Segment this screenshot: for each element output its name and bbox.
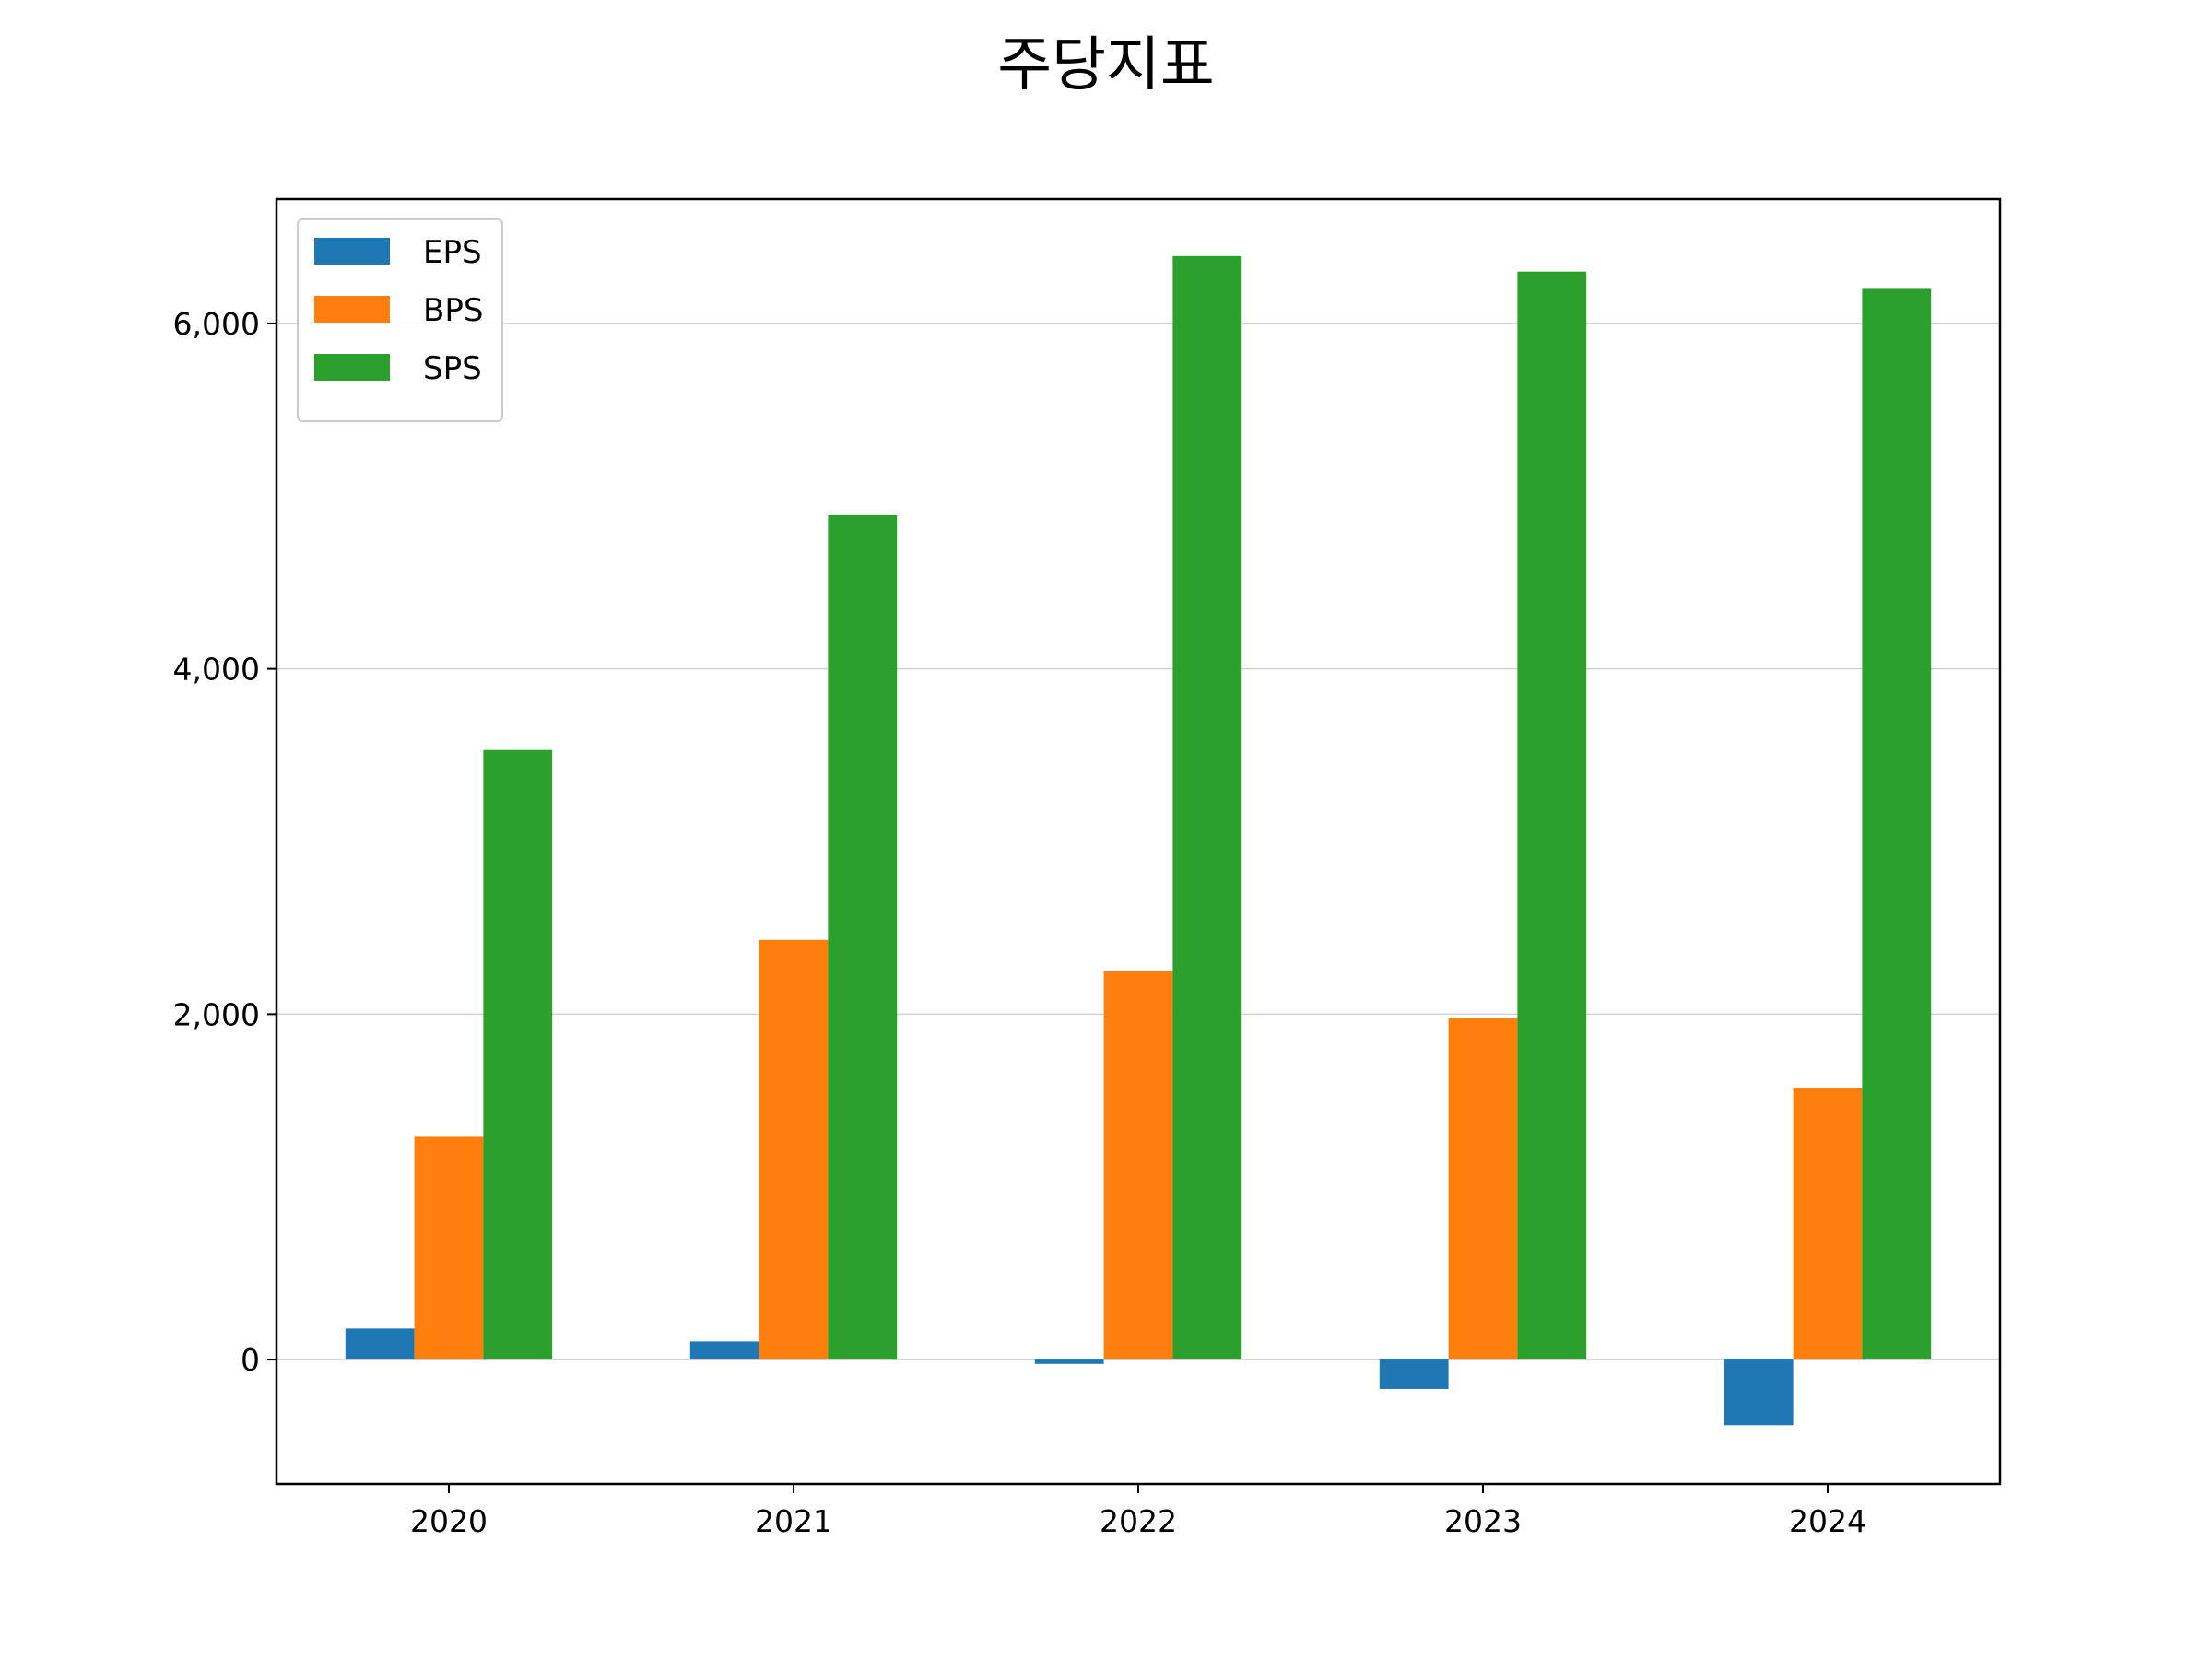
bar-sps-2021: [828, 514, 898, 1360]
bar-sps-2024: [1862, 288, 1932, 1360]
axes: 0 2,000 4,000 6,000 2020 2021 2022 2023 2024: [173, 306, 1866, 1539]
grid-lines: [276, 323, 2000, 1360]
chart-title: 주당지표: [997, 31, 1215, 100]
legend-swatch-eps: [314, 238, 390, 265]
y-tick-label: 6,000: [173, 306, 260, 342]
legend-swatch-sps: [314, 354, 390, 381]
x-tick-label: 2022: [1100, 1503, 1177, 1539]
x-tick-label: 2024: [1789, 1503, 1866, 1539]
x-tick-label: 2021: [755, 1503, 832, 1539]
x-tick-label: 2020: [410, 1503, 488, 1539]
bar-bps-2024: [1793, 1088, 1863, 1360]
legend: EPS BPS SPS: [297, 218, 503, 422]
bar-sps-2022: [1172, 255, 1242, 1360]
bar-eps-2020: [345, 1328, 415, 1360]
legend-label-bps: BPS: [423, 292, 483, 329]
bar-bps-2020: [414, 1136, 484, 1360]
bar-bps-2022: [1103, 971, 1173, 1360]
legend-label-eps: EPS: [423, 234, 482, 271]
bar-bps-2021: [759, 939, 829, 1360]
legend-label-sps: SPS: [423, 350, 482, 387]
bar-sps-2020: [483, 749, 553, 1360]
bar-eps-2024: [1724, 1359, 1794, 1426]
bars: [345, 255, 1932, 1426]
bar-sps-2023: [1517, 271, 1587, 1360]
y-tick-label: 0: [241, 1342, 260, 1378]
x-tick-label: 2023: [1444, 1503, 1522, 1539]
bar-eps-2023: [1379, 1359, 1449, 1389]
bar-eps-2021: [689, 1341, 759, 1360]
legend-swatch-bps: [314, 296, 390, 323]
bar-bps-2023: [1448, 1018, 1518, 1360]
y-tick-label: 2,000: [173, 996, 260, 1032]
bar-eps-2022: [1034, 1359, 1104, 1364]
y-tick-label: 4,000: [173, 652, 260, 688]
